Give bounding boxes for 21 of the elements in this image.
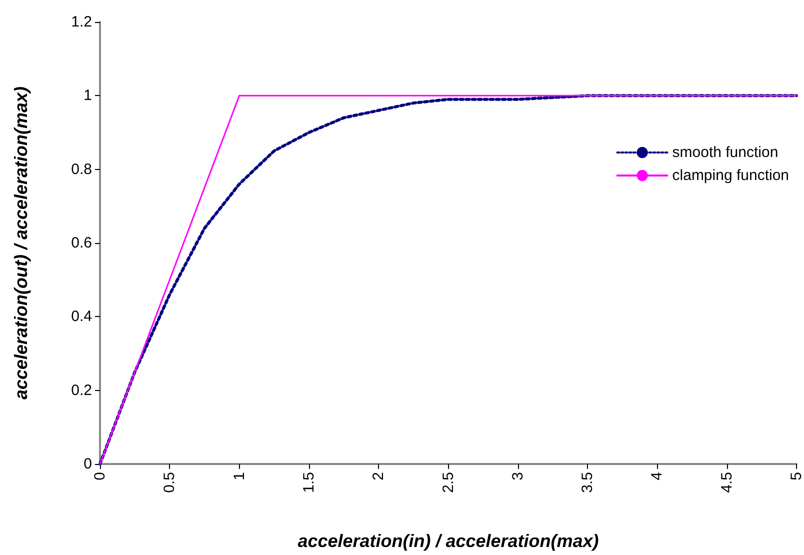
x-tick-label: 3.5 xyxy=(579,472,596,493)
y-tick-label: 0.4 xyxy=(71,308,92,326)
y-tick-label: 1.2 xyxy=(71,14,92,30)
x-tick-label: 4 xyxy=(648,472,666,480)
y-tick-label: 0.2 xyxy=(71,382,92,399)
x-tick-label: 2.5 xyxy=(440,472,457,493)
x-tick-label: 1.5 xyxy=(300,472,318,493)
x-tick-label: 4.5 xyxy=(718,472,736,493)
y-axis-title: acceleration(out) / acceleration(max) xyxy=(11,86,31,400)
x-tick-label: 1 xyxy=(230,472,248,480)
x-tick-label: 0 xyxy=(92,472,108,480)
y-tick-label: 0.6 xyxy=(71,234,92,252)
legend-label: smooth function xyxy=(672,144,778,161)
x-tick-label: 2 xyxy=(370,472,388,480)
legend-label: clamping function xyxy=(672,167,789,184)
x-tick-label: 5 xyxy=(788,472,804,480)
y-tick-label: 1 xyxy=(84,87,92,104)
x-tick-label: 3 xyxy=(509,472,526,480)
y-tick-label: 0.8 xyxy=(71,160,92,178)
x-axis-title: acceleration(in) / acceleration(max) xyxy=(298,531,599,551)
x-tick-label: 0.5 xyxy=(161,472,178,493)
